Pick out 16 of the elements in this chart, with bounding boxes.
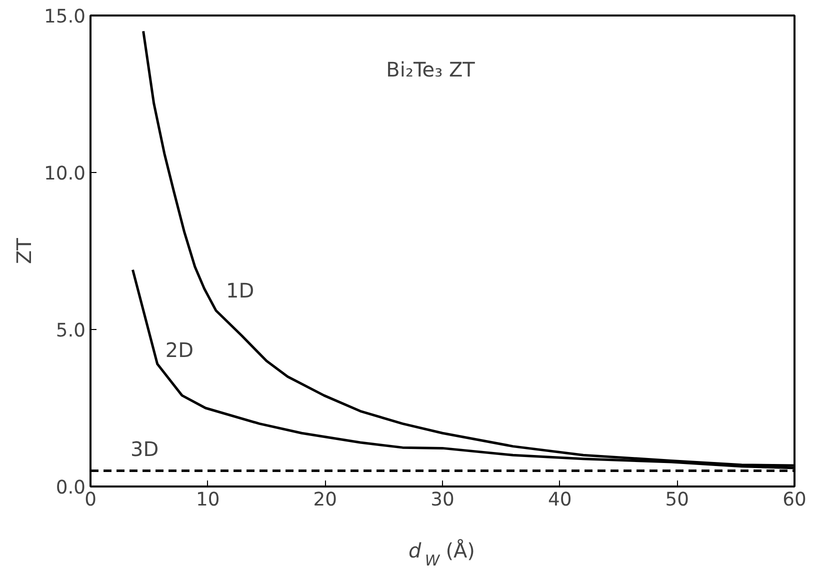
y-tick-label: 15.0	[44, 6, 86, 28]
x-tick-label: 20	[313, 490, 338, 510]
x-tick-label: 30	[430, 490, 454, 510]
series-label: 1D	[226, 278, 254, 303]
x-tick-label: 0	[84, 490, 96, 510]
series-label: 3D	[130, 436, 159, 461]
x-tick-label: 60	[782, 490, 806, 510]
y-tick-label: 5.0	[56, 320, 86, 342]
x-tick-label: 50	[665, 490, 690, 510]
series-label: 2D	[165, 338, 194, 362]
y-tick-label: 0.0	[56, 478, 86, 498]
y-axis-title: ZT	[12, 237, 36, 264]
annotation: Bi₂Te₃ ZT	[386, 57, 476, 82]
y-tick-label: 10.0	[44, 164, 86, 184]
x-tick-label: 10	[196, 490, 220, 510]
x-tick-label: 40	[548, 490, 572, 510]
